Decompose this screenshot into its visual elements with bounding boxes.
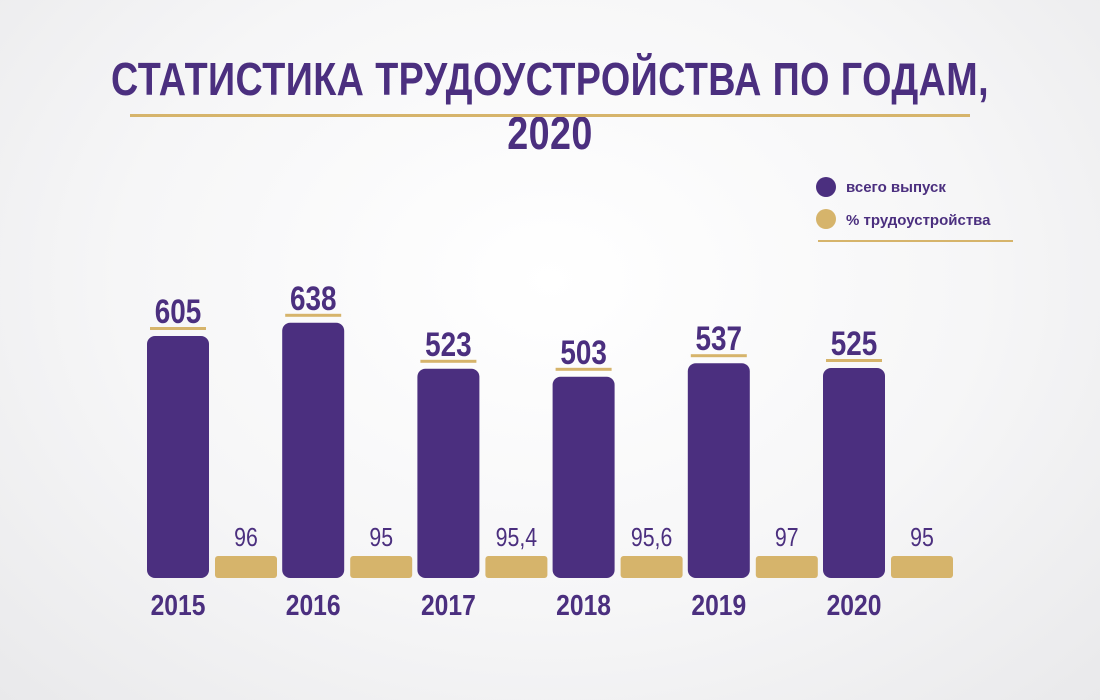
bar-total	[552, 376, 615, 578]
bar-total	[687, 363, 750, 578]
value-label-total: 525	[831, 324, 878, 362]
bar-employment	[891, 556, 953, 578]
legend: всего выпуск % трудоустройства	[816, 177, 1013, 242]
x-tick-label: 2015	[151, 589, 206, 621]
value-label-employment: 95,6	[631, 523, 672, 553]
bar-employment	[755, 556, 818, 578]
legend-label-employment: % трудоустройства	[846, 212, 991, 229]
legend-swatch-employment	[816, 209, 836, 229]
value-label-total: 503	[560, 333, 607, 371]
value-underline	[150, 327, 206, 330]
title-underline	[130, 114, 970, 117]
value-label-total: 537	[696, 320, 743, 358]
value-underline	[285, 313, 342, 317]
value-label-total: 605	[155, 292, 202, 330]
x-tick-label: 2017	[421, 589, 476, 621]
x-tick-label: 2019	[691, 589, 746, 621]
value-underline	[555, 367, 612, 371]
value-underline	[690, 354, 747, 358]
value-label-employment: 95	[910, 523, 934, 553]
bar-total	[417, 368, 480, 578]
value-underline	[826, 359, 882, 362]
bar-employment	[350, 556, 413, 578]
value-label-employment: 96	[234, 523, 258, 553]
bar-total	[282, 322, 345, 578]
value-label-employment: 95,4	[496, 523, 537, 553]
x-tick-label: 2020	[827, 589, 882, 621]
value-label-total: 638	[290, 279, 337, 317]
bar-total	[147, 336, 209, 578]
legend-swatch-total	[816, 177, 836, 197]
value-label-employment: 97	[775, 523, 799, 553]
value-label-employment: 95	[369, 523, 393, 553]
x-tick-label: 2016	[286, 589, 341, 621]
bar-employment	[215, 556, 277, 578]
bar-employment	[620, 556, 683, 578]
value-label-total: 523	[425, 325, 472, 363]
bar-employment	[485, 556, 548, 578]
legend-underline	[818, 240, 1013, 242]
value-underline	[420, 359, 477, 363]
legend-label-total: всего выпуск	[846, 179, 946, 196]
x-tick-label: 2018	[556, 589, 611, 621]
bar-total	[823, 368, 885, 578]
